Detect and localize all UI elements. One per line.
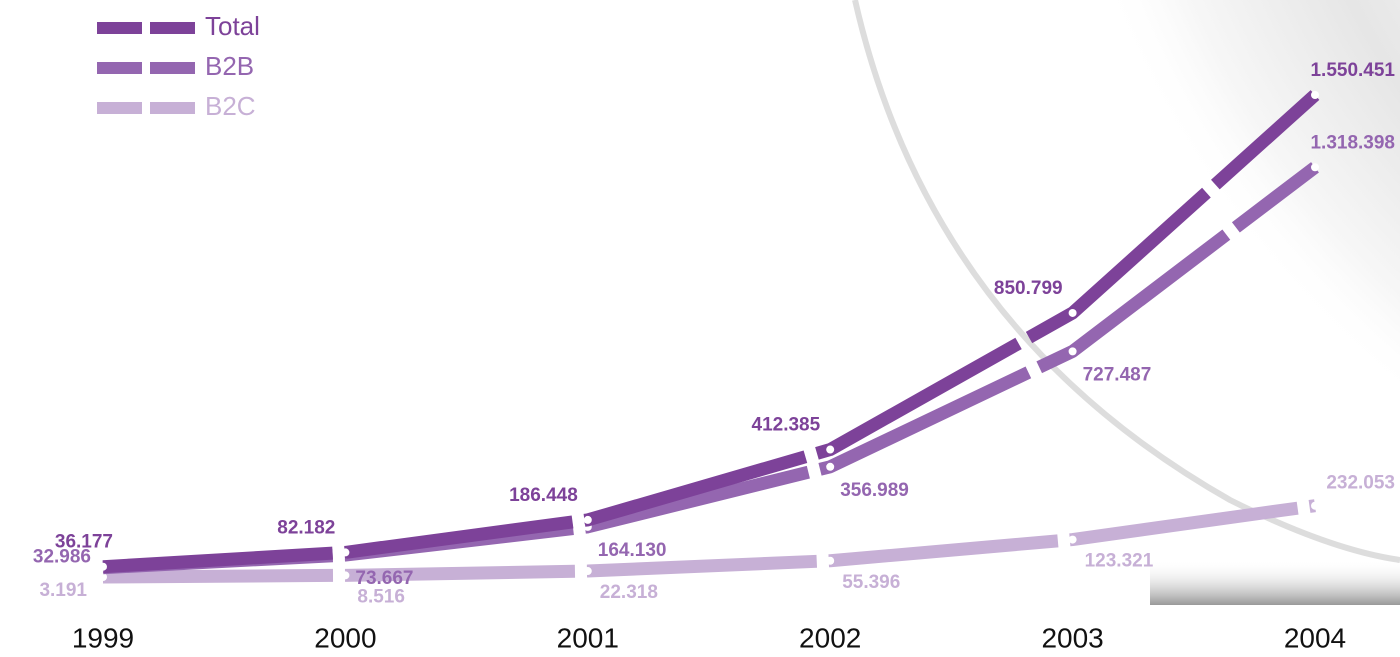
value-label: 356.989	[840, 480, 909, 501]
value-label: 73.667	[355, 568, 413, 589]
value-label: 3.191	[39, 580, 87, 601]
value-label: 186.448	[509, 485, 578, 506]
x-tick-label: 2000	[314, 622, 376, 653]
point	[341, 548, 350, 557]
point	[1068, 535, 1077, 544]
point	[99, 573, 107, 582]
value-label: 1.318.398	[1310, 132, 1395, 153]
point	[583, 515, 592, 524]
point	[826, 556, 835, 565]
point	[1068, 308, 1077, 317]
series-line	[102, 499, 1316, 584]
point	[583, 567, 592, 576]
point	[341, 571, 350, 580]
bowl-rim	[852, 0, 1400, 563]
value-label: 850.799	[994, 278, 1063, 299]
value-label: 8.516	[357, 586, 405, 607]
point	[826, 462, 835, 471]
value-label: 36.177	[55, 532, 113, 553]
x-tick-label: 2003	[1041, 622, 1103, 653]
x-tick-label: 2002	[799, 622, 861, 653]
x-tick-label: 2004	[1284, 622, 1346, 653]
x-tick-label: 2001	[557, 622, 619, 653]
value-label: 1.550.451	[1310, 60, 1395, 81]
legend-label: B2B	[205, 51, 254, 81]
point	[1311, 163, 1319, 172]
plot: 1999 2000 2001 2002 2003 2004 3.191 8.516 22.318…	[33, 11, 1396, 654]
x-tick-label: 1999	[72, 622, 134, 653]
point	[1311, 501, 1319, 510]
point	[826, 445, 835, 454]
legend-label: B2C	[205, 91, 256, 121]
legend-label: Total	[205, 11, 260, 41]
value-label: 22.318	[600, 582, 658, 603]
value-label: 123.321	[1085, 551, 1154, 572]
value-label: 32.986	[33, 547, 91, 568]
value-label: 55.396	[842, 572, 900, 593]
point	[99, 562, 107, 571]
value-label: 164.130	[598, 540, 667, 561]
value-label: 727.487	[1083, 364, 1152, 385]
value-label: 412.385	[752, 415, 821, 436]
point	[1311, 91, 1319, 99]
series-line	[102, 90, 1320, 574]
point	[1068, 347, 1077, 356]
bowl-shadow	[1150, 560, 1400, 605]
value-label: 82.182	[277, 517, 335, 538]
value-label: 232.053	[1326, 473, 1395, 494]
